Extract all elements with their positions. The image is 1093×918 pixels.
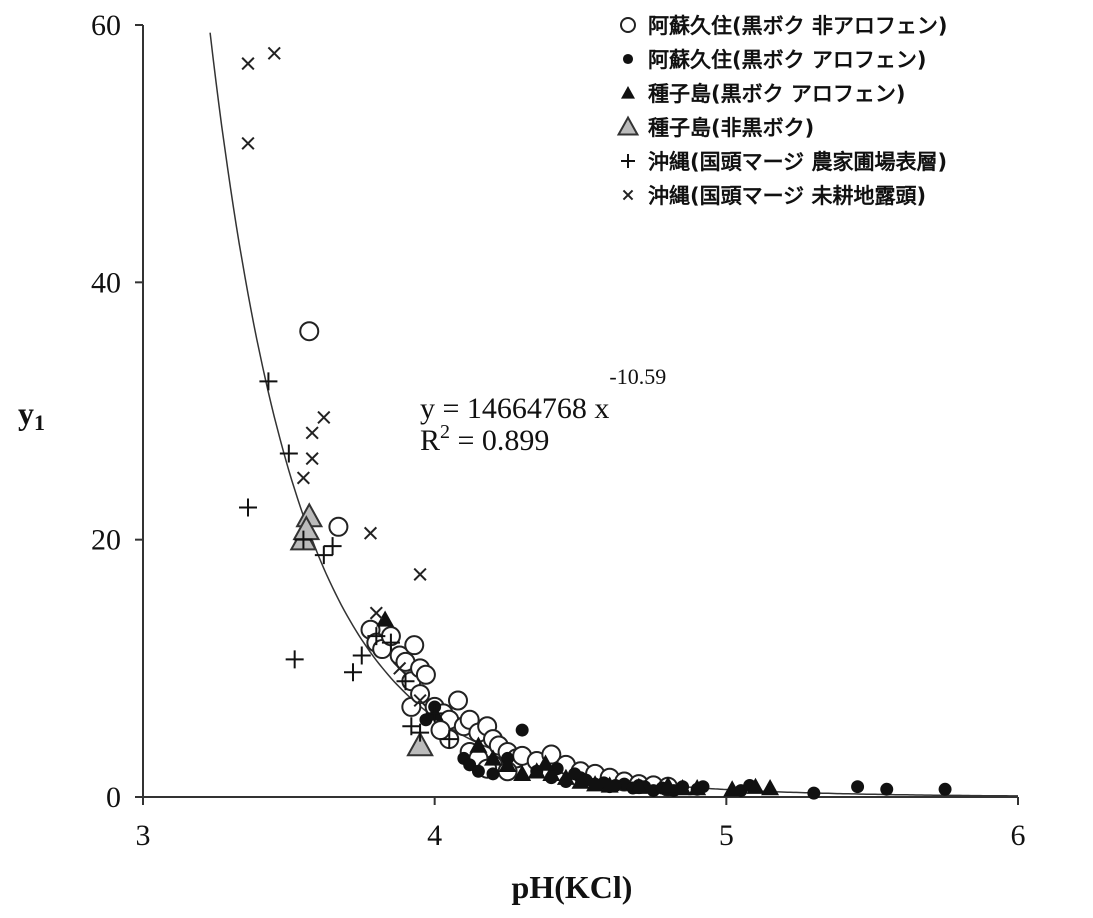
trend-equation-exponent: -10.59 [609, 364, 666, 389]
data-point-x [393, 661, 407, 675]
legend-label: 種子島(非黒ボク) [648, 116, 814, 140]
data-point-open-circle [328, 516, 349, 537]
data-point-filled-triangle [746, 777, 765, 794]
data-point-x [413, 693, 427, 708]
data-point-filled-triangle [556, 768, 575, 785]
data-point-open-circle [430, 720, 451, 741]
y-tick-label: 20 [91, 524, 121, 557]
data-point-filled-triangle [484, 749, 502, 766]
data-point-x [413, 567, 427, 581]
legend-label: 沖縄(国頭マージ 未耕地露頭) [648, 184, 926, 208]
x-axis-title: pH(KCl) [512, 869, 633, 905]
data-point-filled-circle [471, 764, 485, 778]
axes [142, 25, 1018, 798]
trend-equation: y = 14664768 x-10.59 [420, 364, 666, 425]
data-point-plus [314, 546, 333, 565]
data-point-x [296, 471, 310, 485]
data-point-plus [381, 633, 400, 652]
data-point-x [317, 410, 331, 424]
legend-marker-x [622, 189, 634, 201]
data-point-filled-triangle [659, 776, 677, 793]
data-point-open-circle [410, 684, 431, 705]
data-point-plus [323, 537, 342, 556]
data-point-plus [344, 663, 362, 682]
y-axis-title-subscript: 1 [34, 410, 45, 435]
y-tick-label: 40 [91, 266, 121, 299]
data-point-x [267, 46, 281, 60]
data-point-filled-circle [486, 767, 500, 781]
data-point-plus [411, 723, 430, 742]
data-point-filled-triangle [498, 755, 517, 773]
data-point-open-circle [404, 635, 425, 656]
data-points [239, 46, 952, 800]
data-point-x [305, 426, 319, 440]
r-squared-value: = 0.899 [450, 424, 549, 457]
data-point-filled-triangle [536, 754, 555, 771]
x-tick-label: 4 [427, 819, 442, 852]
data-point-plus [279, 444, 298, 463]
legend-marker-filled-circle [622, 53, 634, 65]
data-point-filled-triangle [513, 764, 532, 782]
data-point-x [241, 57, 255, 71]
data-point-open-circle [415, 664, 436, 685]
legend-label: 種子島(黒ボク アロフェン) [648, 82, 906, 106]
data-point-plus [440, 730, 459, 749]
x-tick-label: 6 [1011, 819, 1026, 852]
data-point-filled-triangle [629, 777, 648, 794]
legend-label: 沖縄(国頭マージ 農家圃場表層) [648, 150, 947, 174]
data-point-filled-circle [851, 780, 865, 794]
y-axis-title-main: y [18, 395, 34, 431]
data-point-filled-circle [938, 782, 952, 796]
data-point-plus [294, 530, 313, 549]
trend-equation-main: y = 14664768 x [420, 392, 609, 425]
y-axis-title: y1 [18, 395, 45, 435]
data-point-x [369, 606, 383, 620]
data-point-filled-circle [880, 782, 894, 796]
data-point-plus [367, 627, 386, 646]
data-point-open-circle [299, 321, 320, 342]
r-squared-label: R [420, 424, 440, 457]
x-tick-label: 3 [136, 819, 151, 852]
legend-label: 阿蘇久住(黒ボク アロフェン) [648, 48, 927, 72]
data-point-filled-triangle [571, 772, 590, 789]
data-point-filled-circle [807, 786, 821, 800]
data-point-x [305, 452, 319, 466]
trend-r-squared: R2 = 0.899 [420, 421, 549, 457]
data-point-plus [285, 650, 304, 669]
data-point-plus [259, 372, 278, 391]
data-point-filled-triangle [723, 780, 742, 797]
legend-label: 阿蘇久住(黒ボク 非アロフェン) [648, 14, 948, 38]
data-point-plus [425, 704, 444, 723]
data-point-filled-circle [515, 723, 529, 737]
legend-marker-plus [621, 154, 635, 168]
x-tick-label: 5 [719, 819, 734, 852]
data-point-filled-triangle [673, 778, 692, 796]
legend-marker-filled-triangle [621, 86, 635, 99]
data-point-filled-triangle [761, 778, 780, 796]
y-tick-label: 0 [106, 781, 121, 814]
data-point-filled-triangle [469, 736, 488, 753]
data-point-open-circle [448, 690, 468, 711]
data-point-plus [352, 646, 371, 665]
data-point-filled-triangle [376, 610, 395, 627]
legend-marker-shaded-triangle [616, 115, 640, 136]
data-point-filled-circle [568, 767, 582, 781]
data-point-filled-triangle [688, 778, 707, 796]
trendline [209, 32, 1018, 797]
legend: 阿蘇久住(黒ボク 非アロフェン) 阿蘇久住(黒ボク アロフェン) 種子島(黒ボク ア… [616, 14, 948, 208]
data-point-x [363, 526, 378, 540]
data-point-plus [239, 498, 257, 517]
r-squared-superscript: 2 [440, 421, 450, 443]
data-point-filled-triangle [586, 775, 605, 792]
data-point-plus [396, 672, 415, 691]
data-point-filled-triangle [542, 764, 561, 782]
y-tick-label: 60 [91, 9, 121, 42]
data-point-x [241, 136, 255, 150]
legend-marker-open-circle [620, 17, 636, 33]
data-point-filled-triangle [600, 776, 619, 793]
data-point-shaded-triangle [406, 731, 434, 757]
trendline-group [209, 32, 1018, 797]
